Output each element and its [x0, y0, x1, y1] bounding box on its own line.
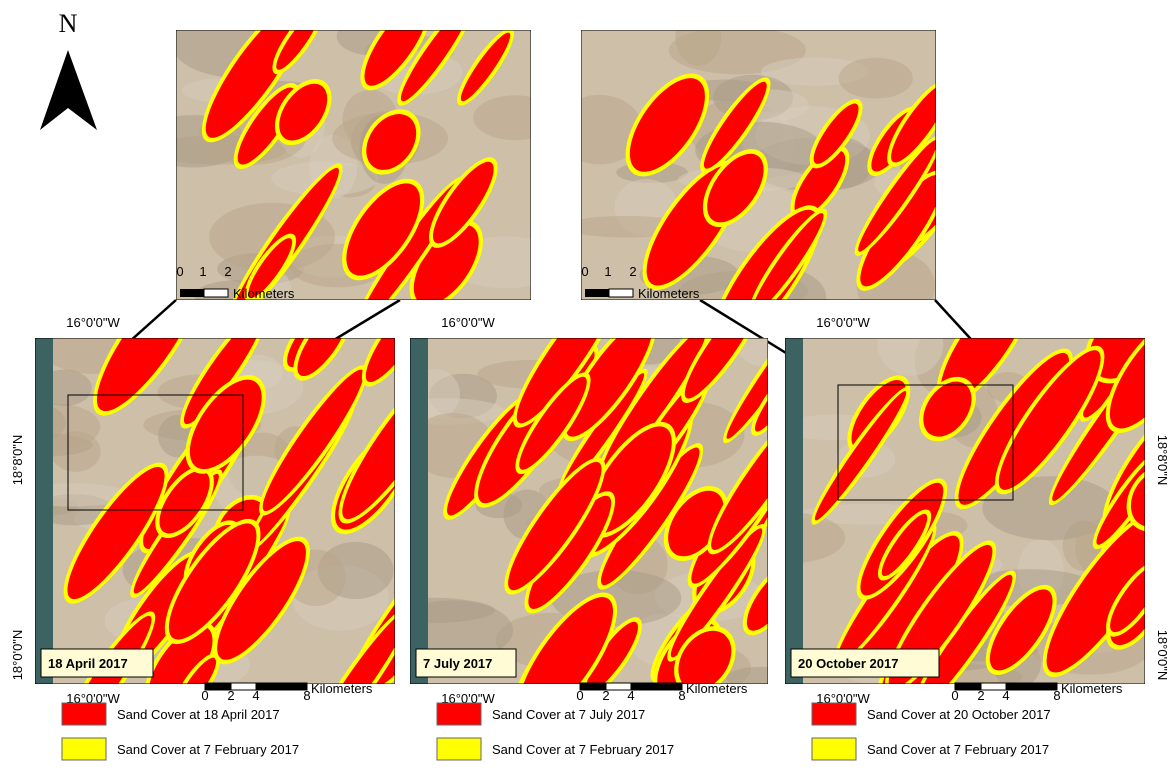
- terrain-patch: [473, 95, 557, 140]
- date-label: 7 July 2017: [423, 656, 492, 671]
- lat-label: 18°0'0"N: [1155, 630, 1170, 681]
- legend-label: Sand Cover at 18 April 2017: [117, 707, 280, 722]
- terrain-patch: [839, 58, 913, 99]
- scale-unit: Kilometers: [311, 681, 373, 696]
- lat-label: 18°0'0"N: [10, 630, 25, 681]
- lon-label: 16°0'0"W: [441, 315, 495, 330]
- scale-bar: [585, 289, 609, 297]
- north-arrow: [40, 50, 97, 130]
- legend-label: Sand Cover at 7 July 2017: [492, 707, 645, 722]
- scale-bar: [231, 683, 256, 690]
- date-label: 20 October 2017: [798, 656, 898, 671]
- date-label: 18 April 2017: [48, 656, 128, 671]
- scale-bar: [631, 683, 682, 690]
- lat-label: 18°8'0"N: [10, 435, 25, 486]
- legend-swatch: [62, 703, 106, 725]
- lon-label: 16°0'0"W: [816, 315, 870, 330]
- legend-label: Sand Cover at 20 October 2017: [867, 707, 1051, 722]
- scale-bar: [1006, 683, 1057, 690]
- legend-swatch: [437, 738, 481, 760]
- terrain-patch: [877, 313, 943, 376]
- scale-unit: Kilometers: [686, 681, 748, 696]
- sea: [410, 338, 428, 684]
- map-image: [139, 0, 563, 340]
- scale-bar: [981, 683, 1006, 690]
- scale-tick-label: 1: [604, 264, 611, 279]
- scale-tick-label: 0: [581, 264, 588, 279]
- scale-tick-label: 2: [224, 264, 231, 279]
- scale-unit: Kilometers: [638, 286, 700, 301]
- scale-bar: [606, 683, 631, 690]
- sea: [35, 338, 53, 684]
- scale-tick-label: 0: [176, 264, 183, 279]
- legend-label: Sand Cover at 7 February 2017: [867, 742, 1049, 757]
- scale-bar: [580, 683, 606, 690]
- scale-tick-label: 1: [199, 264, 206, 279]
- scale-unit: Kilometers: [233, 286, 295, 301]
- map-image: [556, 9, 1002, 367]
- legend-swatch: [62, 738, 106, 760]
- scale-bar: [955, 683, 981, 690]
- lat-label: 18°8'0"N: [1155, 435, 1170, 486]
- scale-bar: [204, 289, 228, 297]
- legend-label: Sand Cover at 7 February 2017: [492, 742, 674, 757]
- scale-unit: Kilometers: [1061, 681, 1123, 696]
- scale-bar: [180, 289, 204, 297]
- figure: N 012Kilometers012Kilometers16°0'0"W16°0…: [0, 0, 1172, 783]
- legend-swatch: [812, 738, 856, 760]
- terrain-patch: [50, 431, 100, 472]
- terrain-patch: [675, 9, 721, 66]
- lon-label: 16°0'0"W: [66, 315, 120, 330]
- scale-tick-label: 2: [629, 264, 636, 279]
- sea: [785, 338, 803, 684]
- north-label: N: [59, 9, 78, 38]
- legend-swatch: [437, 703, 481, 725]
- scale-bar: [205, 683, 231, 690]
- scale-bar: [256, 683, 307, 690]
- legend-swatch: [812, 703, 856, 725]
- legend-label: Sand Cover at 7 February 2017: [117, 742, 299, 757]
- scale-bar: [609, 289, 633, 297]
